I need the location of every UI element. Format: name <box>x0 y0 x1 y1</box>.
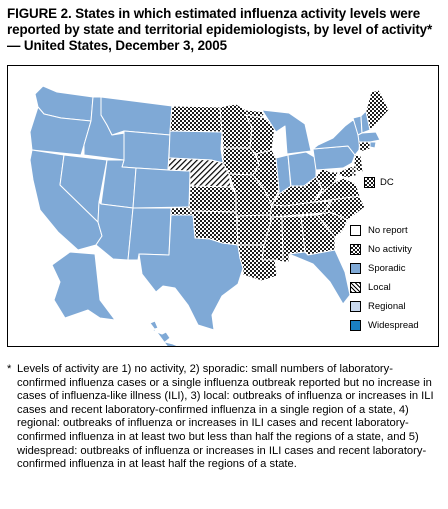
legend-item-no-report: No report <box>350 225 435 244</box>
state-ak <box>51 251 116 321</box>
legend: No report No activity Sporadic Local Reg… <box>350 225 435 339</box>
legend-swatch-regional <box>350 301 361 312</box>
state-ks <box>188 185 237 213</box>
footnote-marker: * <box>7 363 12 375</box>
state-pa <box>312 145 356 171</box>
legend-item-local: Local <box>350 282 435 301</box>
map-frame <box>7 65 439 347</box>
legend-label-widespread: Widespread <box>368 320 419 331</box>
state-hi <box>149 320 179 346</box>
state-co <box>132 167 191 209</box>
legend-swatch-no-activity <box>350 244 361 255</box>
footnote-text: Levels of activity are 1) no activity, 2… <box>17 363 434 471</box>
legend-swatch-local <box>350 282 361 293</box>
state-nm <box>127 207 172 261</box>
state-ri <box>369 141 377 149</box>
state-me <box>365 89 390 131</box>
state-nd <box>169 105 223 133</box>
legend-item-widespread: Widespread <box>350 320 435 339</box>
state-wy <box>121 130 171 171</box>
legend-swatch-sporadic <box>350 263 361 274</box>
state-mi <box>261 109 312 155</box>
legend-swatch-no-report <box>350 225 361 236</box>
us-map <box>29 85 390 346</box>
legend-item-no-activity: No activity <box>350 244 435 263</box>
legend-label-regional: Regional <box>368 301 406 312</box>
state-fl <box>288 249 351 305</box>
figure-title: FIGURE 2. States in which estimated infl… <box>7 6 433 53</box>
state-nc <box>313 195 366 221</box>
state-md <box>337 165 354 179</box>
state-mt <box>100 96 173 136</box>
state-ma <box>357 131 381 143</box>
legend-item-sporadic: Sporadic <box>350 263 435 282</box>
footnote: * Levels of activity are 1) no activity,… <box>7 363 441 472</box>
state-ct <box>358 141 371 153</box>
legend-label-no-report: No report <box>368 225 408 236</box>
state-tx <box>138 214 244 331</box>
legend-label-local: Local <box>368 282 391 293</box>
state-az <box>95 201 134 261</box>
dc-label: DC <box>380 177 394 188</box>
legend-swatch-widespread <box>350 320 361 331</box>
dc-swatch <box>364 177 375 188</box>
legend-label-no-activity: No activity <box>368 244 412 255</box>
state-ut <box>100 159 137 209</box>
legend-label-sporadic: Sporadic <box>368 263 406 274</box>
legend-item-regional: Regional <box>350 301 435 320</box>
